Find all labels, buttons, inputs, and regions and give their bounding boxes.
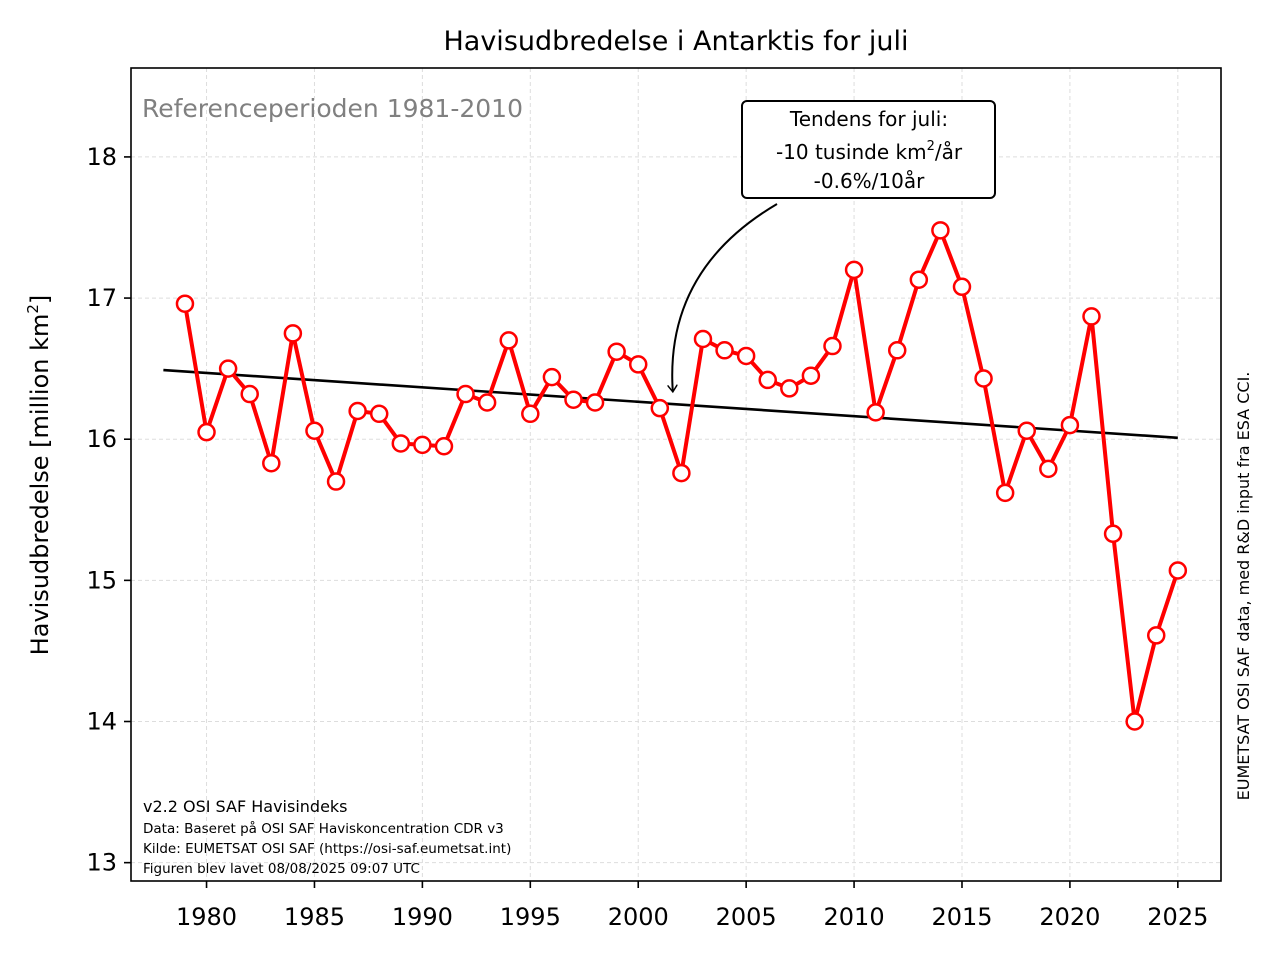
data-point	[369, 404, 389, 424]
data-point	[715, 341, 734, 360]
x-axis-ticks: 1980 1985 1990 1995 2000 2005 2010 2015 2020 2025	[176, 881, 1208, 931]
data-point	[1060, 415, 1080, 435]
x-tick-label: 2000	[608, 903, 669, 931]
annotation-arrow	[672, 203, 778, 391]
data-point	[1125, 712, 1144, 731]
x-tick-label: 2025	[1147, 903, 1208, 931]
y-axis-label: Havisudbredelse [million km2]	[24, 295, 54, 656]
grid-lines	[131, 68, 1221, 881]
data-point	[887, 341, 907, 360]
data-point	[391, 434, 411, 453]
data-point	[240, 384, 259, 404]
data-point	[693, 329, 713, 349]
data-point	[1039, 459, 1058, 479]
data-point	[650, 398, 670, 418]
data-point	[1017, 421, 1036, 440]
footer-version: v2.2 OSI SAF Havisindeks	[143, 797, 348, 816]
data-point	[1146, 626, 1166, 645]
x-tick-label: 2010	[824, 903, 885, 931]
data-point	[413, 435, 432, 455]
y-axis-label-main: Havisudbredelse [million km	[26, 314, 54, 656]
data-point	[866, 403, 885, 422]
data-point	[1103, 524, 1123, 544]
x-tick-label: 2005	[716, 903, 777, 931]
x-tick-label: 1995	[500, 903, 561, 931]
x-tick-label: 2020	[1039, 903, 1100, 931]
data-point	[564, 390, 583, 409]
trend-line	[163, 368, 1178, 440]
data-point	[628, 355, 648, 374]
data-point	[434, 437, 454, 456]
series-points	[175, 221, 1188, 731]
data-point	[456, 384, 475, 404]
y-axis-ticks: 13 14 15 16 17 18	[86, 143, 131, 877]
x-tick-label: 1985	[284, 903, 345, 931]
plot-frame	[130, 67, 1222, 882]
data-point	[477, 393, 497, 412]
data-point	[542, 367, 562, 387]
annotation-line-2-sup: 2	[927, 139, 935, 154]
annotation-line-2-post: /år	[935, 140, 963, 164]
data-point	[780, 379, 799, 398]
y-tick-label: 15	[86, 566, 117, 594]
footer-data: Data: Baseret på OSI SAF Haviskoncentrat…	[143, 820, 504, 837]
annotation-line-2: -10 tusinde km2/år	[776, 139, 963, 164]
x-tick-label: 1990	[392, 903, 453, 931]
x-tick-label: 2015	[931, 903, 992, 931]
footer-created: Figuren blev lavet 08/08/2025 09:07 UTC	[143, 861, 420, 877]
y-tick-label: 16	[86, 425, 117, 453]
data-point	[348, 401, 367, 421]
data-point	[607, 342, 626, 361]
y-tick-label: 17	[86, 284, 117, 312]
data-point	[585, 393, 605, 412]
y-tick-label: 13	[86, 849, 117, 877]
data-point	[175, 294, 195, 313]
y-tick-label: 18	[86, 143, 117, 171]
data-point	[305, 421, 324, 440]
y-axis-label-end: ]	[26, 295, 54, 304]
data-point	[326, 472, 346, 491]
data-point	[262, 453, 281, 473]
data-point	[521, 404, 540, 424]
data-point	[801, 366, 821, 385]
reference-period-text: Referenceperioden 1981-2010	[142, 94, 523, 123]
chart-title: Havisudbredelse i Antarktis for juli	[443, 26, 908, 57]
data-point	[736, 346, 756, 366]
data-point	[283, 324, 303, 343]
data-point	[844, 260, 864, 280]
data-point	[931, 221, 950, 240]
y-axis-label-sup: 2	[24, 304, 42, 314]
footer-source: Kilde: EUMETSAT OSI SAF (https://osi-saf…	[143, 841, 511, 857]
credit-text: EUMETSAT OSI SAF data, med R&D input fra…	[1234, 372, 1253, 801]
data-point	[995, 483, 1015, 503]
data-point	[218, 359, 238, 378]
x-tick-label: 1980	[176, 903, 237, 931]
annotation-line-3: -0.6%/10år	[814, 169, 925, 193]
data-point	[974, 369, 993, 388]
data-point	[952, 277, 972, 297]
y-tick-label: 14	[86, 708, 117, 736]
annotation-line-2-pre: -10 tusinde km	[776, 140, 927, 164]
data-point	[672, 463, 691, 483]
data-point	[909, 270, 929, 289]
data-point	[1082, 307, 1101, 326]
data-point	[1168, 561, 1188, 580]
data-point	[197, 422, 216, 442]
data-point	[499, 331, 518, 350]
annotation-box	[741, 100, 996, 199]
data-point	[758, 370, 777, 390]
annotation-line-1: Tendens for juli:	[789, 107, 948, 131]
data-point	[823, 336, 842, 356]
